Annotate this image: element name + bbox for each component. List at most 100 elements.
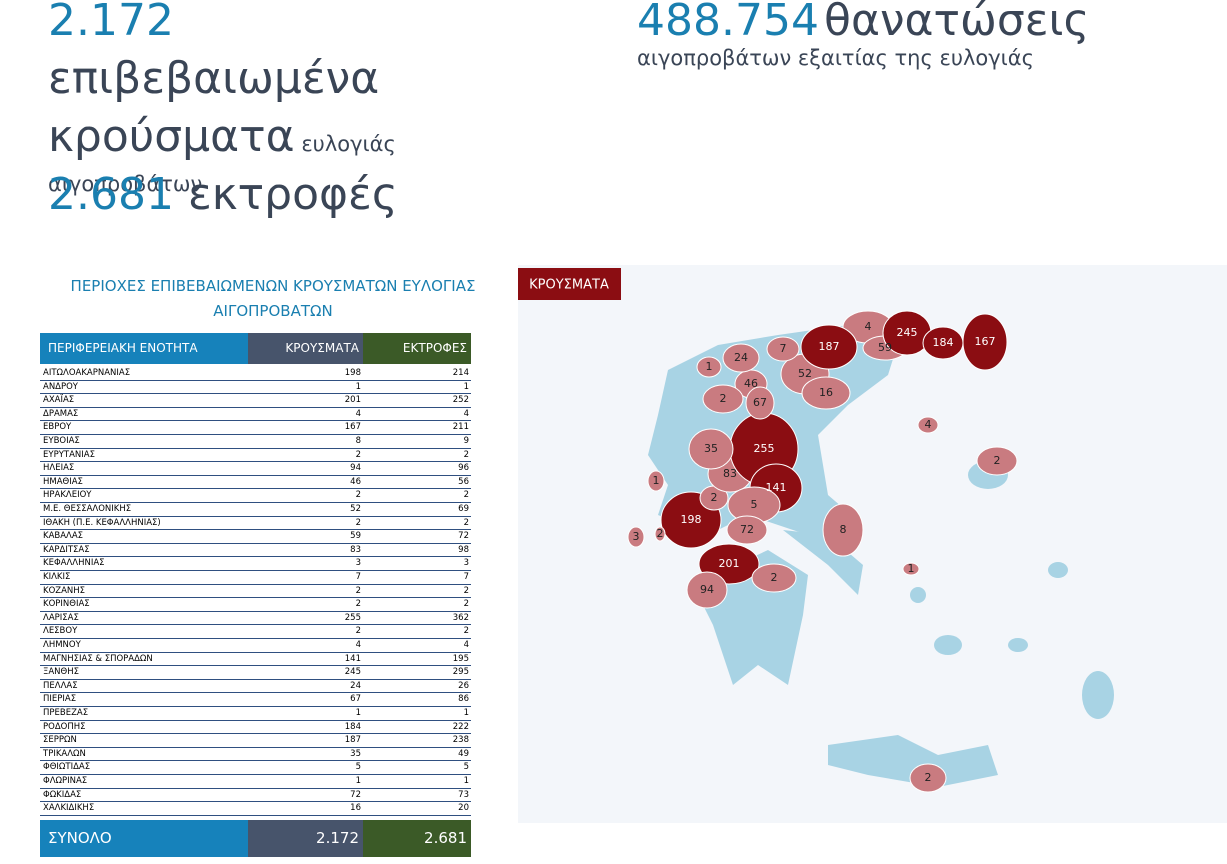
cases-cell: 7 — [355, 572, 361, 582]
region-label: 4 — [865, 320, 872, 333]
cases-cell: 255 — [344, 612, 361, 623]
region-label: 67 — [753, 396, 767, 409]
region-name: ΚΙΛΚΙΣ — [43, 572, 71, 582]
farms-cell: 98 — [458, 544, 469, 555]
table-row: ΛΑΡΙΣΑΣ 255 362 — [40, 612, 471, 626]
region-name: ΚΑΒΑΛΑΣ — [43, 531, 84, 542]
farms-cell: 4 — [463, 408, 469, 419]
region-name: ΑΝΔΡΟΥ — [43, 381, 78, 392]
cases-cell: 35 — [350, 748, 361, 759]
table-row: ΚΑΒΑΛΑΣ 59 72 — [40, 530, 471, 544]
region-name: Μ.Ε. ΘΕΣΣΑΛΟΝΙΚΗΣ — [43, 504, 132, 514]
table-row: ΗΜΑΘΙΑΣ 46 56 — [40, 476, 471, 490]
cases-cell: 198 — [344, 368, 361, 378]
region-label: 245 — [897, 326, 918, 339]
region-name: ΕΒΡΟΥ — [43, 422, 72, 433]
region-label: 46 — [744, 377, 758, 390]
region-name: ΚΕΦΑΛΛΗΝΙΑΣ — [43, 558, 105, 569]
table-row: ΛΗΜΝΟΥ 4 4 — [40, 639, 471, 653]
farms-number: 2.681 — [48, 169, 174, 220]
region-name: ΑΧΑΪΑΣ — [43, 395, 75, 406]
farms-cell: 2 — [463, 449, 469, 460]
table-row: ΑΝΔΡΟΥ 1 1 — [40, 381, 471, 395]
farms-cell: 20 — [458, 803, 469, 814]
region-label: 2 — [771, 571, 778, 584]
cases-cell: 4 — [355, 640, 361, 650]
cases-cell: 16 — [350, 803, 361, 814]
region-shape — [745, 386, 775, 420]
table-title: ΠΕΡΙΟΧΕΣ ΕΠΙΒΕΒΑΙΩΜΕΝΩΝ ΚΡΟΥΣΜΑΤΩΝ ΕΥΛΟΓ… — [70, 277, 476, 320]
table-row: ΗΛΕΙΑΣ 94 96 — [40, 462, 471, 476]
cases-cell: 167 — [344, 422, 361, 433]
table-row: ΡΟΔΟΠΗΣ 184 222 — [40, 721, 471, 735]
cases-cell: 3 — [355, 558, 361, 569]
cases-cell: 201 — [344, 395, 361, 406]
farms-cell: 2 — [463, 490, 469, 501]
farms-label: εκτροφές — [187, 169, 398, 220]
cases-cell: 2 — [355, 449, 361, 460]
culled-block: 488.754 θανατώσεις αιγοπροβάτων εξαιτίας… — [637, 0, 1157, 70]
total-cell: 2.681 — [363, 820, 471, 857]
region-shape — [822, 503, 864, 557]
region-shape — [722, 343, 760, 373]
region-name: ΗΛΕΙΑΣ — [43, 463, 75, 474]
region-label: 2 — [720, 392, 727, 405]
region-label: 94 — [700, 583, 714, 596]
table-row: ΣΕΡΡΩΝ 187 238 — [40, 734, 471, 748]
table-row: ΞΑΝΘΗΣ 245 295 — [40, 666, 471, 680]
table-row: ΕΥΡΥΤΑΝΙΑΣ 2 2 — [40, 449, 471, 463]
region-label: 2 — [711, 491, 718, 504]
farms-cell: 362 — [452, 612, 469, 623]
farms-cell: 73 — [458, 789, 469, 800]
cases-cell: 59 — [350, 531, 361, 542]
region-shape — [627, 526, 645, 548]
cases-cell: 2 — [355, 490, 361, 501]
region-label: 255 — [754, 442, 775, 455]
region-label: 4 — [925, 418, 932, 431]
farms-cell: 195 — [452, 653, 469, 664]
region-name: ΦΩΚΙΔΑΣ — [43, 789, 82, 800]
region-shape — [686, 571, 728, 609]
cases-label: επιβεβαιωμένα κρούσματα — [48, 53, 380, 162]
total-cell: ΣΥΝΟΛΟ — [40, 820, 248, 857]
region-name: ΚΑΡΔΙΤΣΑΣ — [43, 544, 90, 555]
farms-cell: 26 — [458, 680, 469, 691]
region-label: 3 — [633, 530, 640, 543]
table-row: ΤΡΙΚΑΛΩΝ 35 49 — [40, 748, 471, 762]
region-label: 2 — [925, 771, 932, 784]
total-cell: 2.172 — [248, 820, 363, 857]
table-row: ΕΥΒΟΙΑΣ 8 9 — [40, 435, 471, 449]
region-name: ΕΥΡΥΤΑΝΙΑΣ — [43, 449, 95, 460]
region-name: ΠΙΕΡΙΑΣ — [43, 694, 77, 705]
cases-cell: 2 — [355, 599, 361, 610]
region-label: 198 — [681, 513, 702, 526]
map-badge-text: ΚΡΟΥΣΜΑΤΑ — [529, 278, 609, 293]
region-name: ΧΑΛΚΙΔΙΚΗΣ — [43, 803, 95, 814]
farms-cell: 295 — [452, 667, 469, 678]
cases-cell: 184 — [344, 721, 361, 732]
table-row: ΑΙΤΩΛΟΑΚΑΡΝΑΝΙΑΣ 198 214 — [40, 367, 471, 381]
region-label: 5 — [751, 498, 758, 511]
cases-block: 2.172 επιβεβαιωμένα κρούσματα ευλογιάς α… — [48, 0, 488, 202]
farms-cell: 238 — [452, 735, 469, 746]
region-shape — [766, 336, 800, 362]
region-shape — [696, 356, 722, 378]
cases-cell: 2 — [355, 626, 361, 637]
region-label: 83 — [723, 467, 737, 480]
region-shape — [976, 446, 1018, 476]
region-label: 167 — [975, 335, 996, 348]
farms-cell: 1 — [463, 776, 469, 786]
cases-cell: 187 — [344, 735, 361, 746]
farms-cell: 2 — [463, 599, 469, 610]
region-label: 72 — [740, 523, 754, 536]
cases-cell: 8 — [355, 436, 361, 446]
cases-sub: ευλογιάς αιγοπροβάτων — [48, 132, 396, 196]
table-row: ΔΡΑΜΑΣ 4 4 — [40, 408, 471, 422]
cases-cell: 52 — [350, 504, 361, 514]
table-footer: ΣΥΝΟΛΟ 2.172 2.681 — [40, 820, 471, 857]
region-label: 1 — [706, 360, 713, 373]
cases-cell: 94 — [350, 463, 361, 474]
farms-cell: 5 — [463, 762, 469, 773]
region-name: ΙΘΑΚΗ (Π.Ε. ΚΕΦΑΛΛΗΝΙΑΣ) — [43, 517, 161, 528]
